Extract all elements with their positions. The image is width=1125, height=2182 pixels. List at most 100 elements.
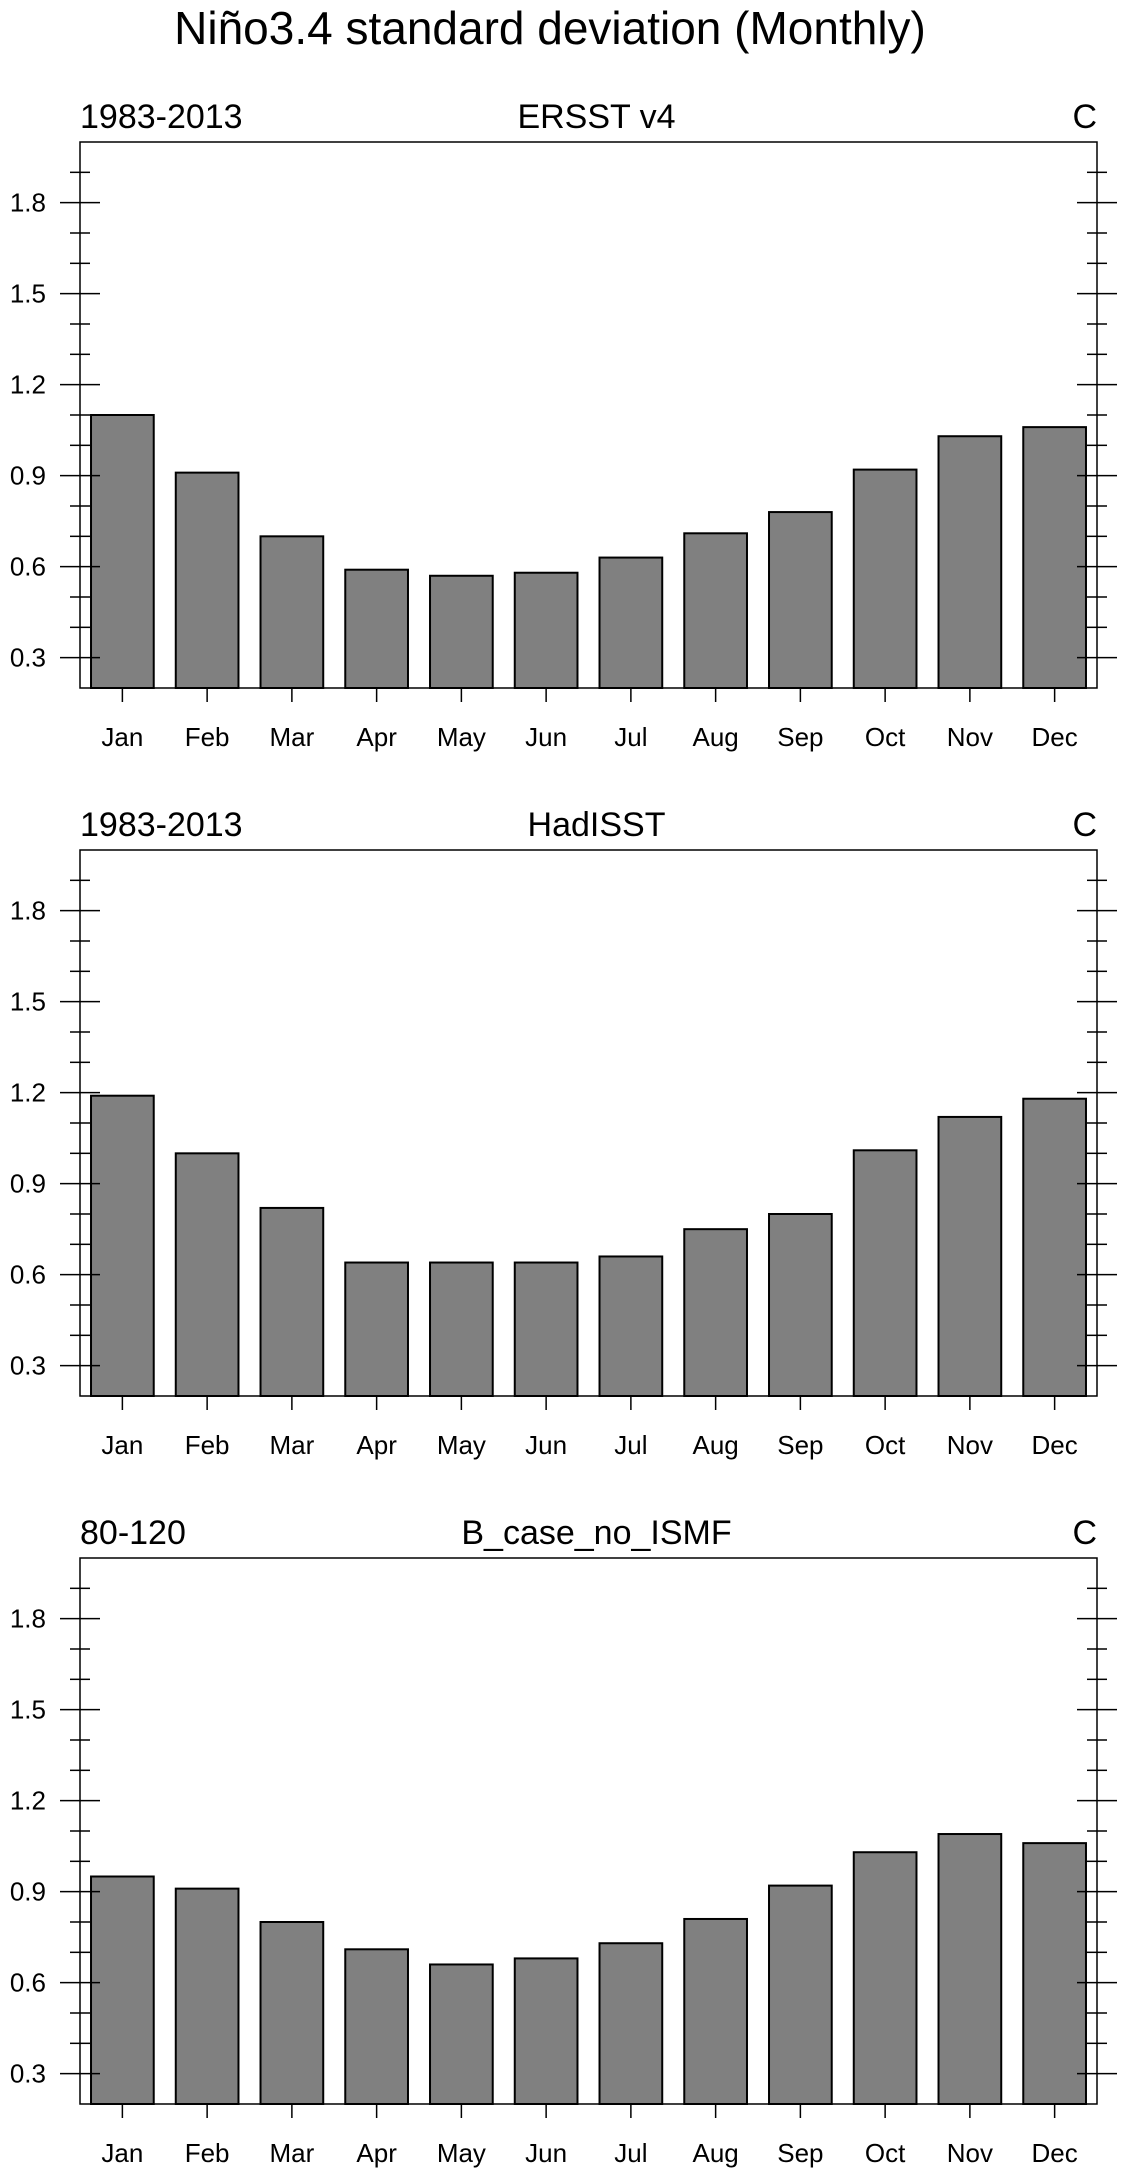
y-tick-label: 0.6 — [10, 1260, 46, 1290]
panel-title: ERSST v4 — [517, 98, 675, 136]
y-tick-label: 1.8 — [10, 896, 46, 926]
bar-may — [429, 574, 494, 690]
panel-left-label: 1983-2013 — [80, 806, 243, 844]
x-tick-label-jan: Jan — [101, 722, 143, 752]
bar-jun — [513, 1957, 579, 2106]
x-tick-label-jun: Jun — [525, 722, 567, 752]
bar-jul — [598, 1255, 664, 1397]
bar-sep — [768, 1884, 833, 2105]
y-tick-label: 0.6 — [10, 552, 46, 582]
x-tick-label-apr: Apr — [356, 722, 397, 752]
x-tick-label-aug: Aug — [692, 2138, 738, 2168]
chart-panel-1: 0.3 0.6 0.9 1.2 1.5 1.8 Jan Feb Mar Apr May Jun Jul A… — [10, 98, 1117, 752]
bar-sep — [768, 511, 833, 689]
y-tick-label: 1.8 — [10, 1604, 46, 1634]
bar-feb — [174, 471, 240, 689]
bar-may — [429, 1261, 494, 1398]
bar-jun — [513, 571, 579, 689]
panel-units-label: C — [1072, 1514, 1097, 1552]
x-tick-label-jan: Jan — [101, 2138, 143, 2168]
bar-mar — [259, 535, 325, 690]
y-tick-label: 1.5 — [10, 987, 46, 1017]
x-tick-label-nov: Nov — [947, 1430, 993, 1460]
bar-oct — [852, 1149, 918, 1398]
y-tick-label: 0.9 — [10, 461, 46, 491]
y-tick-label: 1.2 — [10, 1786, 46, 1816]
chart-panel-3: 0.3 0.6 0.9 1.2 1.5 1.8 Jan Feb Mar Apr May Jun Jul A… — [10, 1514, 1117, 2168]
x-tick-label-may: May — [437, 722, 486, 752]
figure-title: Niño3.4 standard deviation (Monthly) — [174, 2, 926, 54]
y-tick-label: 0.9 — [10, 1169, 46, 1199]
y-tick-label: 1.2 — [10, 370, 46, 400]
bar-nov — [937, 435, 1003, 690]
y-tick-label: 0.3 — [10, 2059, 46, 2089]
bar-jul — [598, 556, 664, 689]
x-tick-label-jul: Jul — [614, 1430, 647, 1460]
bar-jan — [90, 414, 155, 689]
y-tick-label: 1.8 — [10, 188, 46, 218]
bar-mar — [259, 1921, 325, 2105]
bar-sep — [768, 1213, 833, 1397]
x-tick-label-oct: Oct — [865, 722, 906, 752]
x-tick-label-dec: Dec — [1032, 2138, 1078, 2168]
bar-apr — [344, 1948, 409, 2106]
panel-title: HadISST — [528, 806, 666, 844]
bar-jan — [90, 1875, 155, 2105]
x-tick-label-jul: Jul — [614, 722, 647, 752]
bar-mar — [259, 1206, 325, 1398]
panel-left-label: 1983-2013 — [80, 98, 243, 136]
bar-dec — [1022, 1842, 1087, 2105]
bar-dec — [1022, 1097, 1087, 1397]
x-tick-label-jun: Jun — [525, 2138, 567, 2168]
bar-may — [429, 1963, 494, 2105]
x-tick-label-oct: Oct — [865, 1430, 906, 1460]
x-tick-label-sep: Sep — [777, 1430, 823, 1460]
x-tick-label-aug: Aug — [692, 722, 738, 752]
panel-left-label: 80-120 — [80, 1514, 186, 1552]
y-tick-label: 0.3 — [10, 643, 46, 673]
x-tick-label-aug: Aug — [692, 1430, 738, 1460]
x-tick-label-feb: Feb — [185, 1430, 230, 1460]
x-tick-label-sep: Sep — [777, 2138, 823, 2168]
x-tick-label-mar: Mar — [269, 2138, 314, 2168]
y-tick-label: 0.9 — [10, 1877, 46, 1907]
y-tick-label: 1.2 — [10, 1078, 46, 1108]
x-tick-label-apr: Apr — [356, 2138, 397, 2168]
bar-apr — [344, 1261, 409, 1398]
bar-aug — [683, 532, 748, 689]
panel-units-label: C — [1072, 806, 1097, 844]
x-tick-label-mar: Mar — [269, 1430, 314, 1460]
bar-nov — [937, 1115, 1003, 1398]
x-tick-label-mar: Mar — [269, 722, 314, 752]
x-tick-label-jun: Jun — [525, 1430, 567, 1460]
y-tick-label: 0.3 — [10, 1351, 46, 1381]
bar-jun — [513, 1261, 579, 1398]
panel-units-label: C — [1072, 98, 1097, 136]
y-tick-label: 1.5 — [10, 279, 46, 309]
x-tick-label-jan: Jan — [101, 1430, 143, 1460]
panel-title: B_case_no_ISMF — [461, 1514, 731, 1552]
bar-dec — [1022, 426, 1087, 689]
x-tick-label-may: May — [437, 1430, 486, 1460]
bar-oct — [852, 1851, 918, 2105]
y-tick-label: 0.6 — [10, 1968, 46, 1998]
x-tick-label-apr: Apr — [356, 1430, 397, 1460]
x-tick-label-dec: Dec — [1032, 1430, 1078, 1460]
bar-feb — [174, 1887, 240, 2105]
x-tick-label-oct: Oct — [865, 2138, 906, 2168]
bar-oct — [852, 468, 918, 689]
bar-feb — [174, 1152, 240, 1397]
bar-jul — [598, 1942, 664, 2105]
y-tick-label: 1.5 — [10, 1695, 46, 1725]
x-tick-label-sep: Sep — [777, 722, 823, 752]
x-tick-label-jul: Jul — [614, 2138, 647, 2168]
x-tick-label-feb: Feb — [185, 2138, 230, 2168]
x-tick-label-nov: Nov — [947, 2138, 993, 2168]
bar-nov — [937, 1833, 1003, 2106]
x-tick-label-nov: Nov — [947, 722, 993, 752]
bar-aug — [683, 1228, 748, 1398]
x-tick-label-may: May — [437, 2138, 486, 2168]
bar-apr — [344, 568, 409, 690]
